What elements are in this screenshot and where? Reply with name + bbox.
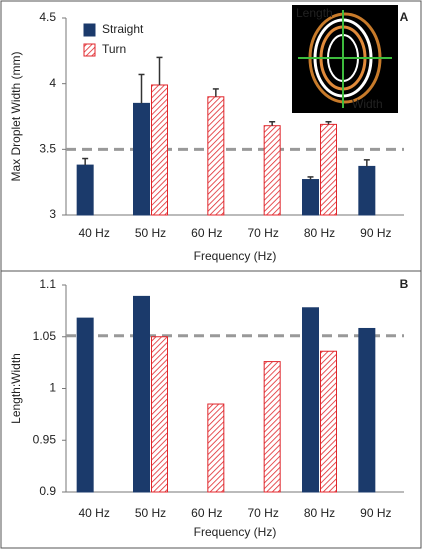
bar [76,164,94,216]
y-tick-label: 4 [49,76,56,90]
x-tick-label: 90 Hz [360,506,391,520]
y-tick-label: 1 [49,381,56,395]
bar [320,123,337,216]
bar [207,403,225,493]
legend-swatch [83,43,96,57]
x-tick-label: 60 Hz [191,226,222,240]
inset-label: Length [296,6,333,20]
bar [263,125,281,216]
y-tick-label: 3.5 [39,142,56,156]
x-tick-label: 80 Hz [304,226,335,240]
legend-label: Turn [102,42,126,56]
panel-label: A [400,10,409,24]
bar [133,295,150,493]
y-tick-label: 0.95 [33,432,57,446]
bar [207,96,225,216]
bar [151,84,168,216]
bar [358,165,376,216]
y-tick-label: 3 [49,207,56,221]
bar [302,307,319,493]
x-tick-label: 80 Hz [304,506,335,520]
x-tick-label: 50 Hz [135,506,166,520]
y-axis-title: Length:Width [9,353,23,424]
x-tick-label: 60 Hz [191,506,222,520]
x-tick-label: 40 Hz [78,226,109,240]
x-tick-label: 50 Hz [135,226,166,240]
y-tick-label: 1.1 [39,277,56,291]
x-tick-label: 40 Hz [78,506,109,520]
bar [76,317,94,493]
legend-swatch [83,23,96,37]
plots: 3 3.5 4 4.5 40 Hz 50 Hz 60 Hz 70 Hz 80 Hz 90 Hz St… [9,6,408,539]
x-axis-title: Frequency (Hz) [194,249,277,263]
x-tick-label: 70 Hz [247,506,278,520]
bar [358,327,376,493]
y-tick-label: 1.05 [33,329,57,343]
legend-label: Straight [102,22,144,36]
bar [302,179,319,216]
inset-image [292,5,398,113]
x-tick-label: 90 Hz [360,226,391,240]
y-tick-label: 4.5 [39,10,56,24]
inset-label: Width [352,97,383,111]
bar [151,336,168,493]
y-axis-title: Max Droplet Width (mm) [9,51,23,181]
panel-label: B [400,277,409,291]
bar [133,102,150,216]
x-axis-title: Frequency (Hz) [194,525,277,539]
bar [320,350,337,493]
x-tick-label: 70 Hz [247,226,278,240]
bar [263,361,281,493]
panel-frame [0,270,422,549]
y-tick-label: 0.9 [39,484,56,498]
